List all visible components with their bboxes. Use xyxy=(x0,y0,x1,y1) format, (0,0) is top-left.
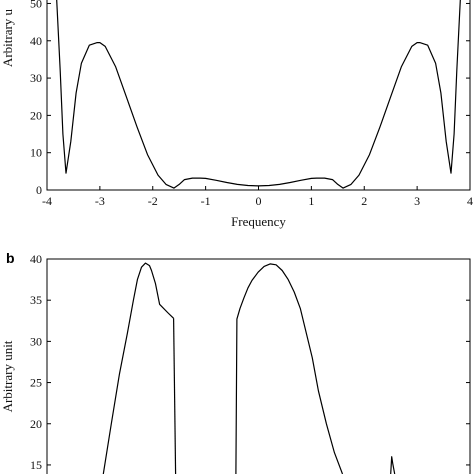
x-tick-label: -1 xyxy=(201,194,211,208)
series-line-panel-a xyxy=(56,0,461,189)
series-line-panel-b xyxy=(235,263,344,474)
series-line-panel-b xyxy=(102,262,175,474)
y-tick-label: 40 xyxy=(30,34,42,48)
y-tick-label: 40 xyxy=(30,252,42,266)
panel-letter-b: b xyxy=(6,250,15,266)
x-tick-label: -4 xyxy=(42,194,52,208)
y-axis-title-panel-a: Arbitrary u xyxy=(0,8,15,67)
x-tick-label: 0 xyxy=(256,194,262,208)
x-tick-label: -3 xyxy=(95,194,105,208)
series-line-panel-b xyxy=(390,456,396,474)
x-tick-label: 2 xyxy=(361,194,367,208)
x-axis-title-panel-a: Frequency xyxy=(231,214,286,229)
y-tick-label: 20 xyxy=(30,417,42,431)
series-line-panel-b xyxy=(173,318,177,474)
y-tick-label: 20 xyxy=(30,108,42,122)
plot-frame-panel-b xyxy=(46,258,471,474)
x-tick-label: 3 xyxy=(414,194,420,208)
x-tick-label: -2 xyxy=(148,194,158,208)
y-tick-label: 35 xyxy=(30,293,42,307)
panel-b: b 15 20 25 30 35 40 Arbitrary unit xyxy=(0,250,471,474)
y-tick-label: 30 xyxy=(30,71,42,85)
y-tick-label: 30 xyxy=(30,334,42,348)
y-axis-title-panel-b: Arbitrary unit xyxy=(0,340,15,412)
y-tick-label: 0 xyxy=(36,183,42,197)
y-tick-label: 25 xyxy=(30,376,42,390)
y-tick-label: 10 xyxy=(30,146,42,160)
x-tick-label: 1 xyxy=(308,194,314,208)
x-tick-label: 4 xyxy=(467,194,473,208)
y-tick-label: 15 xyxy=(30,458,42,472)
plot-frame-panel-a xyxy=(46,0,471,191)
y-tick-label: 50 xyxy=(30,0,42,10)
